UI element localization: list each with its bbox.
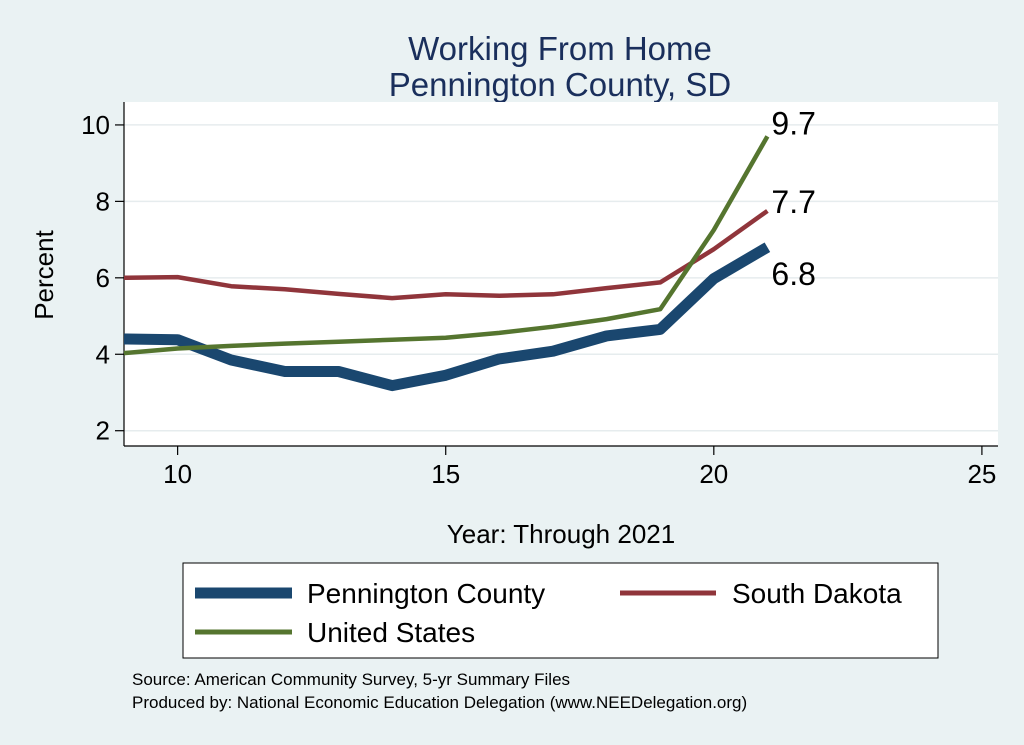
y-tick-label-10: 10 (81, 110, 110, 140)
series-line-pennington-county (123, 242, 771, 392)
axes: 2 4 6 8 10 10 15 20 25 (81, 102, 998, 489)
end-labels: 6.8 7.7 9.7 (771, 105, 815, 292)
x-tick-label-10: 10 (163, 459, 192, 489)
y-tick-label-8: 8 (96, 186, 110, 216)
produced-by-note: Produced by: National Economic Education… (132, 693, 747, 712)
chart-title-line-2: Pennington County, SD (389, 66, 731, 103)
legend-box (182, 562, 939, 659)
y-tick-label-6: 6 (96, 263, 110, 293)
plot-area (124, 102, 998, 446)
end-label-south-dakota: 7.7 (771, 184, 815, 220)
x-tick-label-20: 20 (699, 459, 728, 489)
y-axis-label: Percent (29, 229, 59, 319)
legend: Pennington County South Dakota United St… (182, 562, 939, 659)
legend-label-pennington-county: Pennington County (307, 578, 545, 609)
series-line-south-dakota (123, 209, 769, 301)
y-tick-label-2: 2 (96, 416, 110, 446)
end-label-pennington-county: 6.8 (771, 256, 815, 292)
x-tick-label-25: 25 (967, 459, 996, 489)
x-tick-label-15: 15 (431, 459, 460, 489)
gridlines (124, 124, 998, 432)
x-axis-label: Year: Through 2021 (447, 519, 675, 549)
legend-label-south-dakota: South Dakota (732, 578, 902, 609)
legend-label-united-states: United States (307, 617, 475, 648)
series-lines (123, 135, 771, 392)
series-line-united-states (123, 135, 770, 356)
chart-title-line-1: Working From Home (408, 30, 712, 67)
y-tick-label-4: 4 (96, 339, 110, 369)
source-note: Source: American Community Survey, 5-yr … (132, 670, 570, 689)
end-label-united-states: 9.7 (771, 105, 815, 141)
